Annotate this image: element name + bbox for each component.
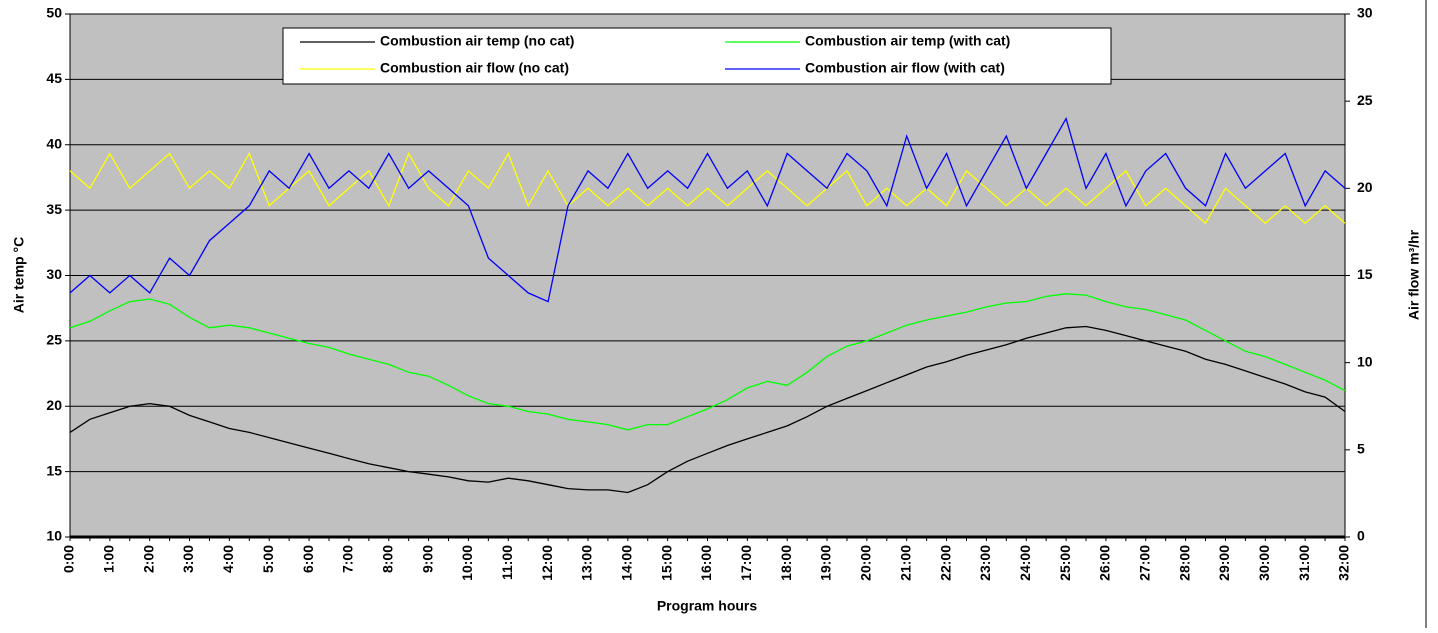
x-tick-label: 18:00 [778,545,794,581]
y-tick-label: 20 [46,397,62,413]
x-tick-label: 27:00 [1136,545,1152,581]
x-tick-label: 32:00 [1336,545,1352,581]
x-tick-label: 1:00 [101,545,117,573]
legend-label: Combustion air temp (no cat) [380,33,574,49]
x-tick-label: 10:00 [459,545,475,581]
series-line [69,151,1346,225]
legend-label: Combustion air flow (no cat) [380,60,569,76]
x-tick-label: 12:00 [539,545,555,581]
series-line [69,325,1346,494]
y2-tick-label: 10 [1357,353,1373,369]
x-tick-label: 4:00 [220,545,236,573]
x-tick-label: 28:00 [1176,545,1192,581]
x-tick-label: 3:00 [180,545,196,573]
x-tick-label: 9:00 [419,545,435,573]
y2-tick-label: 5 [1357,441,1365,457]
legend-label: Combustion air flow (with cat) [805,60,1005,76]
x-tick-label: 22:00 [937,545,953,581]
x-tick-label: 14:00 [619,545,635,581]
y2-tick-label: 25 [1357,92,1373,108]
legend-box [282,27,1112,85]
x-tick-label: 0:00 [61,545,77,573]
x-tick-label: 11:00 [499,545,515,580]
x-tick-label: 25:00 [1057,545,1073,581]
x-tick-label: 2:00 [140,545,156,573]
y-tick-label: 10 [46,528,62,544]
y-tick-label: 30 [46,266,62,282]
x-tick-label: 26:00 [1097,545,1113,581]
y2-tick-label: 30 [1357,5,1373,21]
x-tick-label: 20:00 [858,545,874,581]
y2-tick-label: 0 [1357,528,1365,544]
x-tick-label: 13:00 [579,545,595,581]
x-tick-label: 30:00 [1256,545,1272,581]
x-tick-label: 19:00 [818,545,834,581]
x-tick-label: 7:00 [340,545,356,573]
x-tick-label: 24:00 [1017,545,1033,581]
y2-tick-label: 20 [1357,179,1373,195]
y2-axis-title: Air flow m³/hr [1406,229,1422,320]
y-tick-label: 35 [46,201,62,217]
y-tick-label: 45 [46,70,62,86]
series-line [69,116,1346,303]
x-tick-label: 17:00 [738,545,754,581]
x-axis-title: Program hours [657,598,758,614]
x-tick-label: 21:00 [897,545,913,581]
x-tick-label: 5:00 [260,545,276,573]
x-tick-label: 31:00 [1296,545,1312,581]
x-tick-label: 15:00 [658,545,674,581]
y-axis-title: Air temp °C [11,237,27,313]
y-tick-label: 50 [46,5,62,21]
x-tick-label: 16:00 [698,545,714,581]
y-tick-label: 40 [46,135,62,151]
legend-label: Combustion air temp (with cat) [805,33,1010,49]
x-tick-label: 29:00 [1216,545,1232,581]
y2-tick-label: 15 [1357,266,1373,282]
y-tick-label: 15 [46,462,62,478]
x-tick-label: 8:00 [379,545,395,573]
y-tick-label: 25 [46,332,62,348]
series-line [69,293,1346,431]
x-tick-label: 23:00 [977,545,993,581]
x-tick-label: 6:00 [300,545,316,573]
